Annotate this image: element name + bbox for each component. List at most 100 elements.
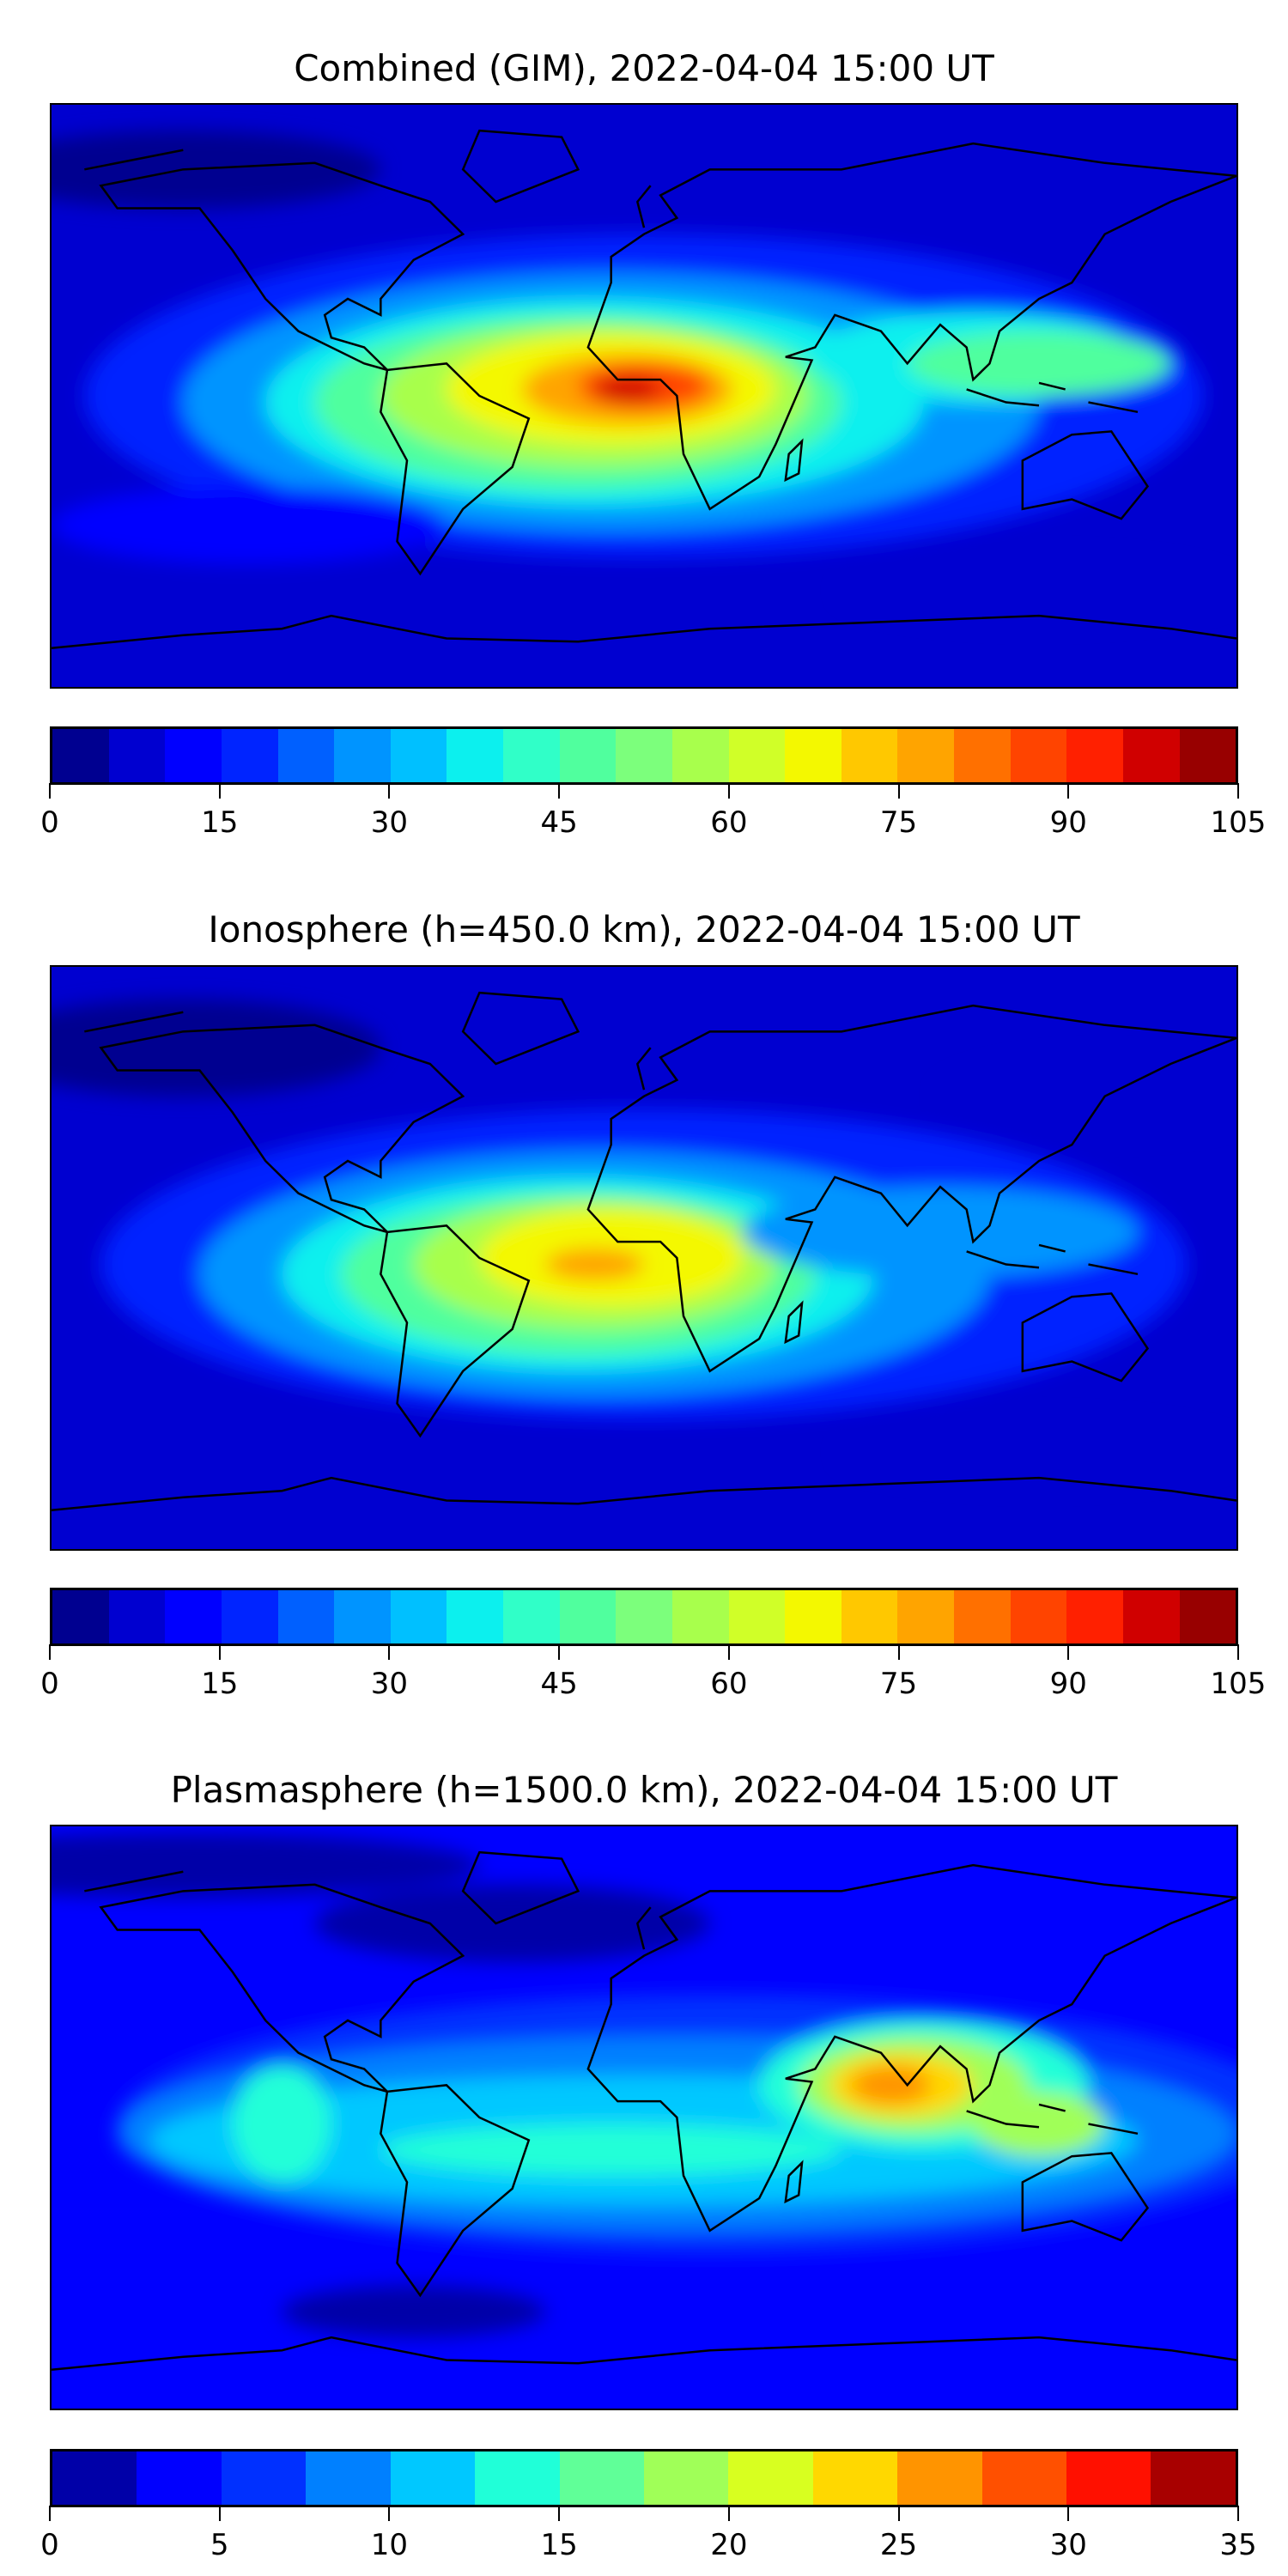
colorbar-segment: [108, 1590, 166, 1643]
coastline: [101, 1885, 464, 2092]
coastline: [786, 441, 802, 480]
field-contour: [232, 2065, 331, 2183]
colorbar-ionosphere: [50, 1588, 1238, 1646]
coastline: [52, 2337, 1236, 2370]
colorbar-tick-label: 30: [1049, 2528, 1087, 2562]
colorbar-plasmasphere: [50, 2449, 1238, 2507]
coastline: [588, 143, 1236, 509]
colorbar-segment: [728, 729, 786, 782]
coastline: [588, 1005, 1236, 1371]
coastline: [463, 993, 578, 1064]
map-ionosphere: [50, 965, 1238, 1551]
coastline: [1023, 1293, 1148, 1381]
colorbar-ticks-plasmasphere: 0 5 10 15 20 25 30 35: [40, 2506, 1257, 2574]
colorbar-tick-label: 35: [1219, 2528, 1257, 2562]
colorbar-segment: [475, 2451, 560, 2505]
colorbar-segment: [954, 729, 1011, 782]
panel-title-combined: Combined (GIM), 2022-04-04 15:00 UT: [294, 47, 994, 89]
colorbar-tick-label: 15: [201, 1667, 239, 1701]
colorbar-segment: [52, 2451, 137, 2505]
map-combined: [50, 103, 1238, 689]
colorbar-tick-label: 10: [370, 2528, 409, 2562]
colorbar-segment: [897, 1590, 954, 1643]
coastline: [588, 1865, 1236, 2231]
colorbar-tick-label: 0: [40, 1667, 59, 1701]
colorbar-segment: [1010, 1590, 1067, 1643]
colorbar-segment: [1179, 1590, 1236, 1643]
colorbar-segment: [643, 2451, 729, 2505]
colorbar-segment: [277, 1590, 335, 1643]
colorbar-segment: [390, 2451, 476, 2505]
field-contour: [52, 486, 447, 564]
colorbar-segment: [306, 2451, 391, 2505]
colorbar-segment: [447, 1590, 503, 1643]
colorbar-segment: [559, 1590, 617, 1643]
colorbar-ticks-ionosphere: 0 15 30 45 60 75 90 105: [40, 1644, 1266, 1713]
coastline: [1023, 2153, 1148, 2240]
colorbar-segment: [334, 729, 391, 782]
colorbar-segment: [1066, 729, 1123, 782]
colorbar-segment: [616, 1590, 672, 1643]
coastline: [786, 2163, 802, 2202]
coastline: [463, 1852, 578, 1923]
colorbar-segment: [671, 729, 729, 782]
coastline: [52, 1478, 1236, 1510]
coastline: [84, 150, 650, 228]
colorbar-segment: [277, 729, 335, 782]
coastline: [52, 616, 1236, 648]
colorbar-segment: [503, 729, 560, 782]
colorbar-segment: [390, 729, 447, 782]
colorbar-segment: [785, 1590, 841, 1643]
colorbar-tick-label: 20: [710, 2528, 748, 2562]
colorbar-tick-label: 30: [370, 1667, 409, 1701]
coastline: [463, 131, 578, 202]
colorbar-tick-label: 45: [540, 1667, 578, 1701]
coastline: [84, 1872, 650, 1949]
colorbar-tick-label: 15: [540, 2528, 578, 2562]
colorbar-tick-label: 105: [1210, 805, 1267, 840]
field-contour: [594, 376, 661, 403]
colorbar-segment: [52, 1590, 109, 1643]
panel-title-ionosphere: Ionosphere (h=450.0 km), 2022-04-04 15:0…: [208, 908, 1080, 951]
coastline: [967, 2105, 1138, 2134]
colorbar-tick-label: 60: [710, 1667, 748, 1701]
coastline: [101, 1025, 464, 1232]
colorbar-segment: [616, 729, 672, 782]
colorbar-tick-label: 90: [1049, 805, 1087, 840]
coastline: [1023, 431, 1148, 519]
colorbar-tick-label: 15: [201, 805, 239, 840]
colorbar-segment: [1010, 729, 1067, 782]
colorbar-segment: [981, 2451, 1067, 2505]
colorbar-segment: [334, 1590, 391, 1643]
colorbar-segment: [728, 1590, 786, 1643]
colorbar-tick-label: 75: [879, 1667, 918, 1701]
field-contour: [545, 1248, 644, 1281]
colorbar-tick-label: 5: [210, 2528, 229, 2562]
coastline: [786, 1303, 802, 1342]
colorbar-segment: [447, 729, 503, 782]
field-contour: [940, 1057, 1236, 1135]
colorbar-segment: [108, 729, 166, 782]
colorbar-tick-label: 0: [40, 2528, 59, 2562]
colorbar-segment: [671, 1590, 729, 1643]
colorbar-segment: [1122, 729, 1180, 782]
field-contour: [841, 557, 1236, 623]
colorbar-tick-label: 30: [370, 805, 409, 840]
colorbar-segment: [897, 729, 954, 782]
field-contour: [907, 331, 1171, 396]
colorbar-tick-label: 75: [879, 805, 918, 840]
colorbar-segment: [559, 729, 617, 782]
colorbar-segment: [221, 729, 278, 782]
colorbar-combined: [50, 726, 1238, 785]
map-plasmasphere: [50, 1825, 1238, 2410]
colorbar-segment: [841, 1590, 898, 1643]
colorbar-segment: [954, 1590, 1011, 1643]
colorbar-tick-label: 90: [1049, 1667, 1087, 1701]
colorbar-segment: [137, 2451, 222, 2505]
colorbar-segment: [390, 1590, 447, 1643]
coastline: [380, 1225, 528, 1436]
colorbar-segment: [1179, 729, 1236, 782]
colorbar-tick-label: 45: [540, 805, 578, 840]
field-contour: [380, 2123, 841, 2176]
coastline: [380, 2085, 528, 2295]
